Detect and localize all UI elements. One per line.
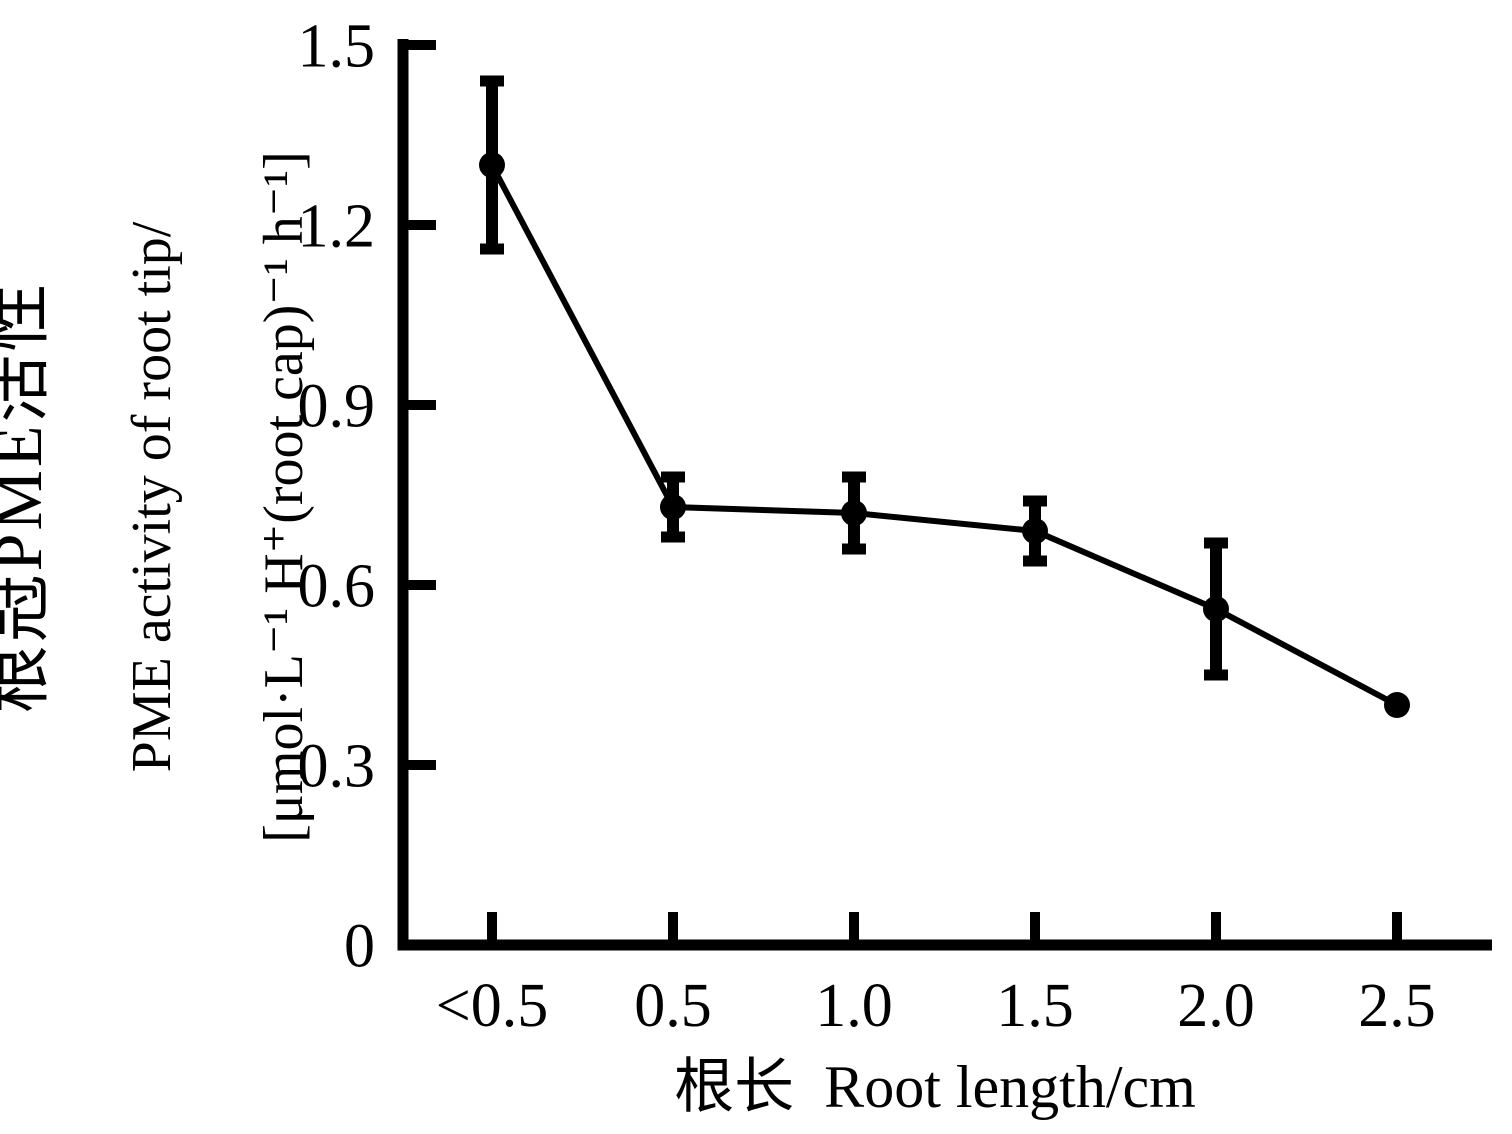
y-tick-label: 1.5: [298, 13, 376, 81]
data-point: [841, 500, 867, 526]
data-point: [479, 152, 505, 178]
x-tick-label: 2.0: [1177, 972, 1255, 1040]
x-tick-label: 1.5: [996, 972, 1074, 1040]
data-point: [1203, 596, 1229, 622]
y-axis-title-en: PME activity of root tip/: [121, 221, 184, 773]
data-point: [1022, 518, 1048, 544]
data-point: [660, 494, 686, 520]
x-tick-label: 1.0: [815, 972, 893, 1040]
y-axis-title-zh: 根冠PME活性: [0, 280, 56, 714]
y-axis-title-unit: [μmol·L⁻¹ H⁺(root cap)⁻¹ h⁻¹]: [253, 151, 316, 843]
y-tick-label: 0.6: [298, 553, 376, 621]
y-tick-label: 0.3: [298, 733, 376, 801]
x-axis-title: 根长 Root length/cm: [674, 1054, 1196, 1120]
data-point: [1384, 692, 1410, 718]
x-tick-label: <0.5: [436, 972, 548, 1040]
x-tick-label: 0.5: [634, 972, 712, 1040]
y-tick-label: 1.2: [298, 193, 376, 261]
y-tick-label: 0: [344, 913, 375, 981]
y-tick-label: 0.9: [298, 373, 376, 441]
series-line: [489, 163, 1399, 708]
y-axis-title: 根冠PME活性 PME activity of root tip/ [μmol·…: [0, 151, 374, 843]
x-tick-label: 2.5: [1358, 972, 1436, 1040]
